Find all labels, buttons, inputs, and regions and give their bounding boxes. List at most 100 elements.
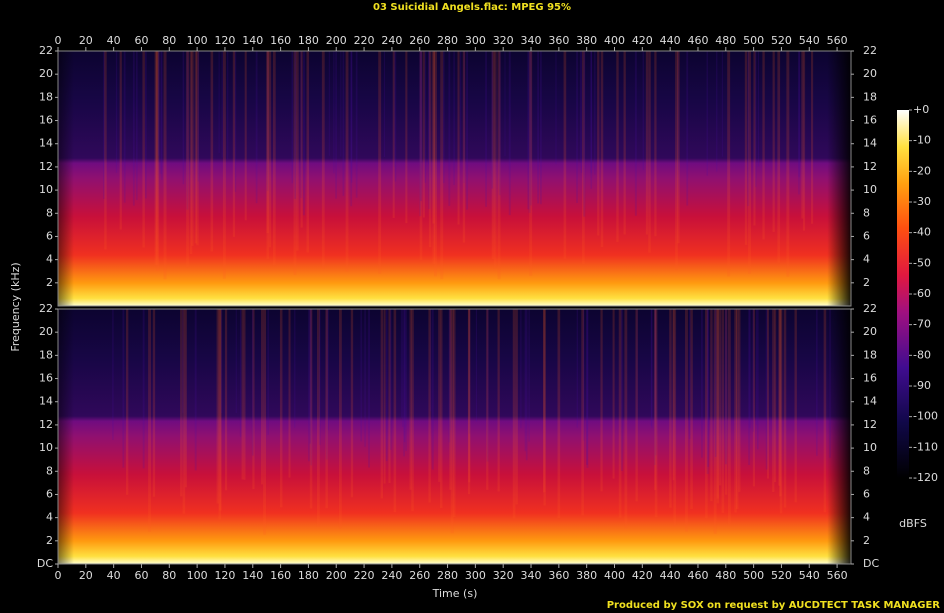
y-tick-label-right: 18 xyxy=(863,90,877,103)
colorbar-tick-label: -70 xyxy=(913,318,931,331)
colorbar-tick-label: -100 xyxy=(913,410,938,423)
x-tick-label: 100 xyxy=(187,569,208,582)
y-axis-label: Frequency (kHz) xyxy=(9,262,22,351)
edge-fade xyxy=(58,51,851,306)
y-tick-label-right: 10 xyxy=(863,441,877,454)
colorbar-tick-label: -40 xyxy=(913,226,931,239)
y-tick-label: 2 xyxy=(46,276,53,289)
y-tick-label-right: DC xyxy=(863,557,879,570)
y-tick-label: 20 xyxy=(39,67,53,80)
x-tick-label-top: 400 xyxy=(604,34,625,47)
colorbar-tick-label: -10 xyxy=(913,134,931,147)
y-tick-label-right: 12 xyxy=(863,418,877,431)
y-tick-label: DC xyxy=(37,557,53,570)
x-tick-label: 520 xyxy=(771,569,792,582)
x-tick-label: 260 xyxy=(409,569,430,582)
y-tick-label-right: 14 xyxy=(863,137,877,150)
y-tick-label-right: 20 xyxy=(863,325,877,338)
chart-title: 03 Suicidial Angels.flac: MPEG 95% xyxy=(373,2,571,13)
y-tick-label-right: 20 xyxy=(863,67,877,80)
x-tick-label-top: 440 xyxy=(660,34,681,47)
x-tick-label: 340 xyxy=(521,569,542,582)
x-tick-label: 80 xyxy=(162,569,176,582)
y-tick-label-right: 6 xyxy=(863,487,870,500)
y-tick-label-right: 22 xyxy=(863,44,877,57)
x-tick-label-top: 300 xyxy=(465,34,486,47)
y-tick-label-right: 14 xyxy=(863,395,877,408)
x-tick-label-top: 500 xyxy=(743,34,764,47)
y-tick-label: 4 xyxy=(46,511,53,524)
x-tick-label: 500 xyxy=(743,569,764,582)
y-tick-label-right: 12 xyxy=(863,160,877,173)
y-tick-label: 18 xyxy=(39,90,53,103)
x-tick-label-top: 40 xyxy=(107,34,121,47)
y-tick-label: 6 xyxy=(46,229,53,242)
x-tick-label: 140 xyxy=(242,569,263,582)
x-tick-label: 360 xyxy=(548,569,569,582)
x-tick-label: 320 xyxy=(493,569,514,582)
y-tick-label-right: 18 xyxy=(863,348,877,361)
x-tick-label: 440 xyxy=(660,569,681,582)
y-tick-label: 16 xyxy=(39,114,53,127)
x-tick-label: 420 xyxy=(632,569,653,582)
y-tick-label: 8 xyxy=(46,206,53,219)
panel-frame xyxy=(57,308,852,565)
y-tick-label: 12 xyxy=(39,160,53,173)
y-tick-label-right: 4 xyxy=(863,253,870,266)
x-tick-label: 180 xyxy=(298,569,319,582)
y-tick-label-right: 2 xyxy=(863,276,870,289)
x-tick-label: 380 xyxy=(576,569,597,582)
x-tick-label: 280 xyxy=(437,569,458,582)
x-tick-label-top: 20 xyxy=(79,34,93,47)
x-tick-label-top: 220 xyxy=(354,34,375,47)
colorbar-label: dBFS xyxy=(899,517,927,530)
x-tick-label-top: 320 xyxy=(493,34,514,47)
x-tick-label: 20 xyxy=(79,569,93,582)
x-tick-label-top: 60 xyxy=(134,34,148,47)
footer: Produced by SOX on request by AUCDTECT T… xyxy=(607,600,941,611)
x-tick-label: 120 xyxy=(214,569,235,582)
colorbar-tick-label: +0 xyxy=(913,103,929,116)
x-tick-label-top: 420 xyxy=(632,34,653,47)
x-tick-label: 560 xyxy=(827,569,848,582)
x-tick-label-top: 380 xyxy=(576,34,597,47)
panel-frame xyxy=(57,50,852,307)
x-tick-label-top: 360 xyxy=(548,34,569,47)
x-tick-label: 40 xyxy=(107,569,121,582)
x-tick-label: 540 xyxy=(799,569,820,582)
x-tick-label-top: 480 xyxy=(715,34,736,47)
y-tick-label: 14 xyxy=(39,137,53,150)
x-tick-label-top: 520 xyxy=(771,34,792,47)
y-tick-label-right: 8 xyxy=(863,464,870,477)
y-tick-label-right: 6 xyxy=(863,229,870,242)
x-tick-label-top: 240 xyxy=(381,34,402,47)
x-tick-label-top: 540 xyxy=(799,34,820,47)
x-tick-label: 460 xyxy=(687,569,708,582)
colorbar-tick-label: -120 xyxy=(913,471,938,484)
colorbar-tick-label: -30 xyxy=(913,195,931,208)
y-tick-label-right: 2 xyxy=(863,534,870,547)
edge-fade xyxy=(58,309,851,564)
y-tick-label: 16 xyxy=(39,372,53,385)
x-tick-label-top: 560 xyxy=(827,34,848,47)
y-tick-label: 22 xyxy=(39,302,53,315)
x-tick-label: 480 xyxy=(715,569,736,582)
y-tick-label-right: 4 xyxy=(863,511,870,524)
y-tick-label: 2 xyxy=(46,534,53,547)
y-tick-label: 12 xyxy=(39,418,53,431)
x-tick-label-top: 180 xyxy=(298,34,319,47)
y-tick-label: 14 xyxy=(39,395,53,408)
y-tick-label-right: 10 xyxy=(863,183,877,196)
x-tick-label: 300 xyxy=(465,569,486,582)
y-tick-label: 4 xyxy=(46,253,53,266)
colorbar-tick-label: -50 xyxy=(913,256,931,269)
x-tick-label-top: 460 xyxy=(687,34,708,47)
x-tick-label: 60 xyxy=(134,569,148,582)
x-tick-label-top: 260 xyxy=(409,34,430,47)
x-tick-label-top: 140 xyxy=(242,34,263,47)
y-tick-label-right: 22 xyxy=(863,302,877,315)
x-tick-label-top: 200 xyxy=(326,34,347,47)
y-tick-label: 6 xyxy=(46,487,53,500)
x-tick-label: 0 xyxy=(55,569,62,582)
